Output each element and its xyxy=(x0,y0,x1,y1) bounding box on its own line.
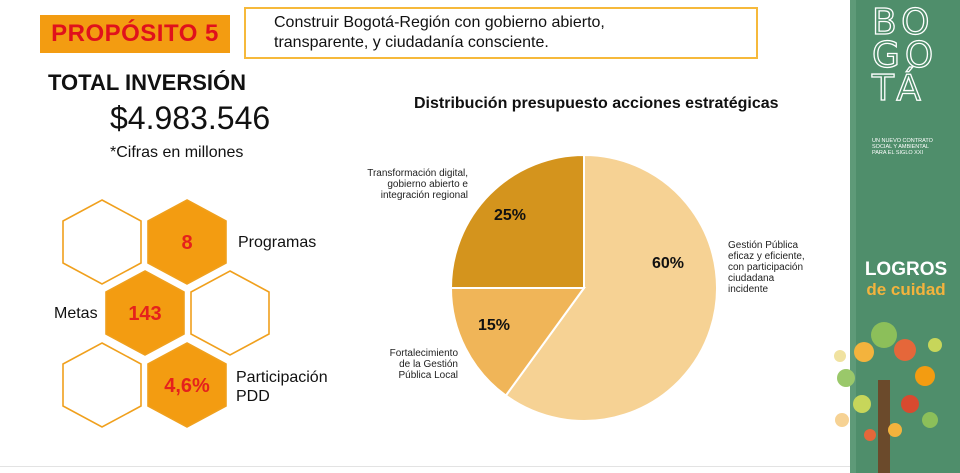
purpose-text-line2: transparente, y ciudadanía consciente. xyxy=(274,34,549,51)
programs-value: 8 xyxy=(181,232,192,254)
logo-line-2: GO xyxy=(871,35,939,76)
goals-value: 143 xyxy=(128,303,161,325)
sidebar-panel-inner xyxy=(856,0,960,473)
tree-icon xyxy=(834,322,942,473)
hex-empty-mid-right xyxy=(190,270,270,356)
hex-programs xyxy=(147,199,227,285)
hex-empty-bottom-left xyxy=(62,342,142,428)
pie-slice-3 xyxy=(449,153,585,289)
pie-data-label-2: 15% xyxy=(478,317,510,334)
logo-tagline-3: PARA EL SIGLO XXI xyxy=(872,150,924,156)
pie-category-label-2: Fortalecimiento de la Gestión Pública Loca… xyxy=(390,348,459,381)
participation-label-line2: PDD xyxy=(236,388,270,405)
hex-participation xyxy=(147,342,227,428)
purpose-description-box: Construir Bogotá-Región con gobierno abi… xyxy=(244,7,758,59)
total-investment-value: $4.983.546 xyxy=(110,100,271,136)
programs-label: Programas xyxy=(238,234,317,251)
hex-empty-top-left xyxy=(62,199,142,285)
participation-value: 4,6% xyxy=(164,375,210,397)
logo-line-3: TÁ xyxy=(871,68,926,109)
pie-slice-1 xyxy=(504,153,718,422)
pie-data-label-1: 60% xyxy=(652,255,684,272)
logros-line2: de cuidad xyxy=(866,280,946,299)
logo-tagline-1: UN NUEVO CONTRATO xyxy=(872,138,933,144)
logo-line-1: BO xyxy=(871,2,935,43)
purpose-number-badge: PROPÓSITO 5 xyxy=(40,15,230,53)
purpose-text-line1: Construir Bogotá-Región con gobierno abi… xyxy=(274,14,605,31)
logros-title: LOGROS de cuidad xyxy=(852,260,960,300)
logo-tagline: UN NUEVO CONTRATO SOCIAL Y AMBIENTAL PAR… xyxy=(872,138,952,156)
pie-data-label-3: 25% xyxy=(494,207,526,224)
pie-slice-2 xyxy=(449,287,586,397)
logo-tagline-2: SOCIAL Y AMBIENTAL xyxy=(872,144,929,150)
participation-label-line1: Participación xyxy=(236,369,328,386)
footer-divider xyxy=(0,466,850,467)
hex-goals xyxy=(105,270,185,356)
pie-category-label-3: Transformación digital, gobierno abierto … xyxy=(367,168,468,201)
total-investment-title: TOTAL INVERSIÓN xyxy=(48,70,247,95)
figures-note: *Cifras en millones xyxy=(110,144,244,161)
participation-label: Participación PDD xyxy=(236,368,328,406)
bogota-logo: BO GO TÁ xyxy=(871,2,952,109)
chart-title: Distribución presupuesto acciones estrat… xyxy=(414,95,779,112)
logros-line1: LOGROS xyxy=(864,259,948,280)
pie-category-label-1: Gestión Pública eficaz y eficiente, con pa… xyxy=(728,240,805,295)
goals-label: Metas xyxy=(54,305,98,322)
